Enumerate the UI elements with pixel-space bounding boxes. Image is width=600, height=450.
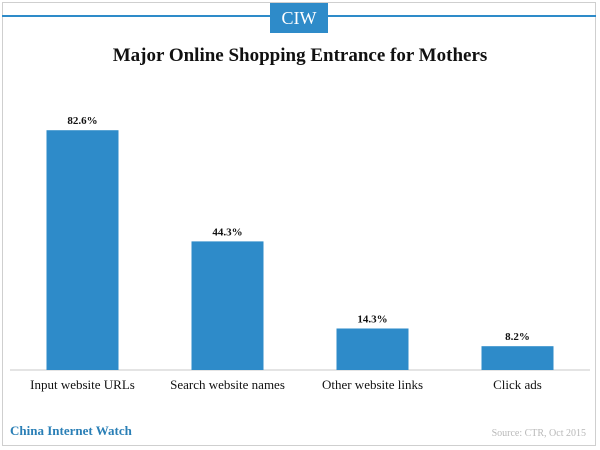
data-label: 8.2% — [505, 331, 530, 343]
data-label: 14.3% — [357, 313, 387, 325]
footer-source: Source: CTR, Oct 2015 — [491, 428, 586, 439]
x-tick-label: Input website URLs — [30, 377, 135, 392]
bar — [46, 130, 119, 370]
chart-title: Major Online Shopping Entrance for Mothe… — [112, 45, 488, 66]
data-label: 44.3% — [212, 226, 242, 238]
bar — [191, 241, 264, 370]
footer-brand: China Internet Watch — [10, 423, 132, 438]
chart-frame — [2, 2, 596, 446]
x-tick-label: Search website names — [170, 377, 285, 392]
x-tick-label: Other website links — [322, 377, 423, 392]
bar — [481, 346, 554, 370]
bar — [336, 328, 409, 370]
x-tick-label: Click ads — [493, 377, 542, 392]
ciw-logo: CIW — [270, 3, 328, 33]
data-label: 82.6% — [67, 115, 97, 127]
